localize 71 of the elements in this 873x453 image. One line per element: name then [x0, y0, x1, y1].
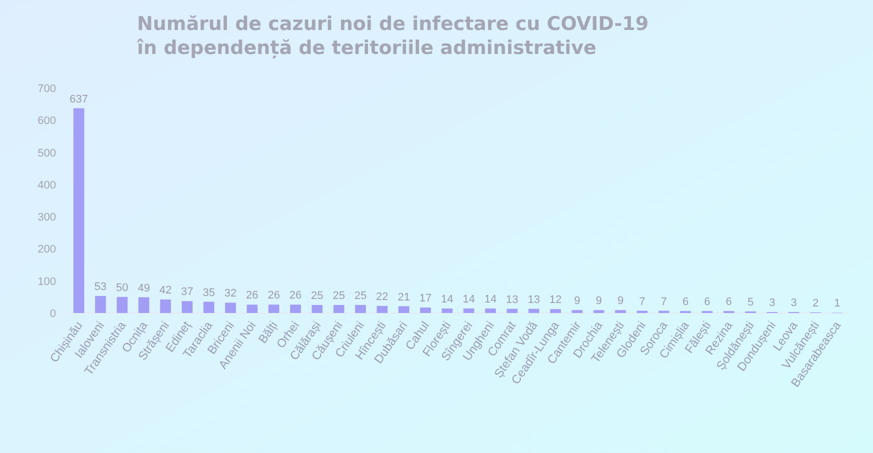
data-label: 42	[159, 284, 172, 296]
data-label: 2	[812, 297, 819, 310]
data-label: 53	[94, 280, 107, 293]
bar	[463, 308, 474, 313]
bar	[550, 309, 561, 313]
data-label: 3	[790, 297, 797, 310]
bar	[572, 310, 583, 313]
bar	[333, 304, 344, 313]
bar	[593, 310, 604, 313]
data-label: 13	[528, 294, 540, 306]
data-label: 17	[419, 292, 432, 305]
bar	[615, 310, 626, 313]
y-tick-label: 300	[38, 212, 56, 224]
bar	[420, 308, 431, 313]
bar	[290, 304, 301, 313]
data-label: 1	[834, 298, 840, 310]
data-label: 25	[354, 290, 367, 302]
bar	[182, 301, 193, 313]
bar	[203, 302, 214, 313]
bar	[73, 108, 84, 313]
y-tick-label: 700	[38, 83, 56, 95]
data-label: 26	[246, 290, 258, 302]
data-label: 32	[224, 288, 237, 300]
bar	[355, 304, 366, 313]
data-label: 14	[462, 294, 475, 306]
data-label: 49	[138, 282, 150, 294]
bar	[485, 308, 496, 313]
data-label: 12	[549, 294, 562, 306]
data-label: 37	[181, 286, 194, 298]
data-label: 14	[441, 294, 454, 306]
data-label: 25	[311, 290, 324, 302]
data-label: 3	[769, 297, 776, 310]
data-label: 9	[596, 295, 602, 308]
bar	[376, 306, 388, 313]
data-label: 9	[574, 295, 580, 308]
data-label: 50	[116, 282, 128, 294]
data-label: 5	[747, 296, 754, 308]
data-label: 21	[398, 291, 410, 304]
bar	[116, 296, 128, 313]
bar	[442, 308, 453, 313]
data-label: 6	[726, 296, 732, 308]
data-label: 13	[506, 294, 518, 306]
data-label: 9	[617, 295, 624, 308]
bar	[398, 306, 410, 313]
data-label: 7	[660, 296, 667, 308]
y-tick-label: 200	[38, 244, 56, 256]
data-label: 14	[484, 294, 497, 306]
y-tick-label: 400	[38, 179, 56, 192]
bar	[312, 304, 323, 313]
data-label: 6	[682, 296, 689, 308]
data-label: 637	[70, 93, 88, 106]
data-label: 26	[268, 290, 280, 302]
bar	[528, 308, 540, 313]
y-tick-label: 600	[38, 115, 56, 128]
data-label: 22	[376, 290, 388, 303]
bar	[506, 308, 518, 313]
chart-title: Numărul de cazuri noi de infectare cu COVID-19 în dependență de teritoriile administrative	[136, 13, 649, 59]
bar	[225, 302, 236, 313]
data-label: 25	[332, 290, 345, 302]
bar	[138, 297, 150, 313]
bar	[268, 304, 280, 313]
data-label: 6	[704, 296, 710, 308]
y-tick-label: 100	[38, 276, 56, 288]
bar	[160, 300, 171, 313]
bar	[95, 296, 106, 313]
data-label: 26	[289, 290, 302, 302]
data-label: 7	[639, 296, 646, 308]
bar	[246, 304, 258, 313]
y-tick-label: 500	[38, 147, 56, 160]
y-tick-label: 0	[50, 308, 56, 320]
data-label: 35	[202, 286, 215, 299]
